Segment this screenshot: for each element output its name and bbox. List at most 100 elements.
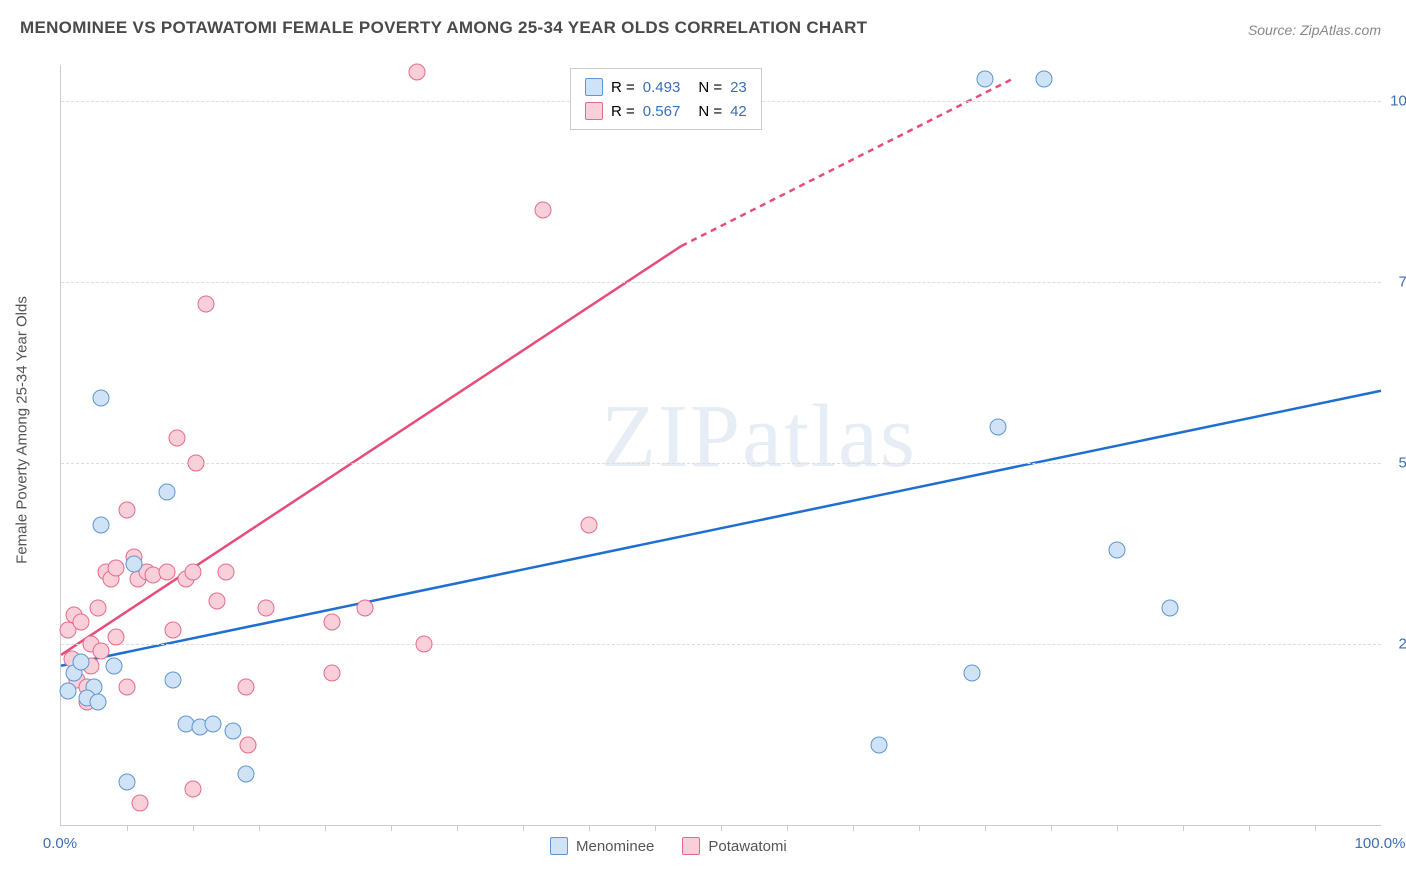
x-minor-tick xyxy=(1051,825,1052,831)
scatter-point xyxy=(409,64,426,81)
scatter-point xyxy=(165,672,182,689)
scatter-point xyxy=(237,766,254,783)
scatter-point xyxy=(416,636,433,653)
scatter-point xyxy=(89,599,106,616)
legend-r-label: R = xyxy=(611,103,635,120)
legend-item-potawatomi: Potawatomi xyxy=(682,837,786,855)
x-tick-label: 100.0% xyxy=(1355,835,1406,852)
x-minor-tick xyxy=(391,825,392,831)
legend-item-menominee: Menominee xyxy=(550,837,654,855)
scatter-point xyxy=(187,455,204,472)
swatch-potawatomi xyxy=(682,837,700,855)
legend-correlation: R = 0.493 N = 23 R = 0.567 N = 42 xyxy=(570,68,762,130)
gridline-h xyxy=(61,463,1381,464)
scatter-point xyxy=(119,773,136,790)
x-minor-tick xyxy=(127,825,128,831)
scatter-point xyxy=(158,563,175,580)
scatter-point xyxy=(323,665,340,682)
y-tick-label: 75.0% xyxy=(1398,274,1406,291)
scatter-point xyxy=(158,484,175,501)
x-minor-tick xyxy=(589,825,590,831)
x-minor-tick xyxy=(1117,825,1118,831)
y-tick-label: 25.0% xyxy=(1398,636,1406,653)
y-tick-label: 50.0% xyxy=(1398,455,1406,472)
x-minor-tick xyxy=(457,825,458,831)
chart-title: MENOMINEE VS POTAWATOMI FEMALE POVERTY A… xyxy=(20,18,867,38)
scatter-point xyxy=(108,560,125,577)
legend-r-label: R = xyxy=(611,79,635,96)
x-minor-tick xyxy=(985,825,986,831)
swatch-menominee xyxy=(585,78,603,96)
scatter-point xyxy=(534,201,551,218)
scatter-point xyxy=(72,614,89,631)
scatter-point xyxy=(1109,541,1126,558)
legend-label-potawatomi: Potawatomi xyxy=(708,838,786,855)
scatter-point xyxy=(240,737,257,754)
scatter-point xyxy=(92,516,109,533)
trend-lines xyxy=(61,65,1381,825)
scatter-point xyxy=(119,679,136,696)
swatch-menominee xyxy=(550,837,568,855)
legend-series: Menominee Potawatomi xyxy=(550,837,787,855)
x-minor-tick xyxy=(193,825,194,831)
legend-n-label: N = xyxy=(698,79,722,96)
watermark: ZIPatlas xyxy=(601,385,917,488)
scatter-point xyxy=(204,715,221,732)
x-minor-tick xyxy=(655,825,656,831)
scatter-point xyxy=(1036,71,1053,88)
scatter-point xyxy=(165,621,182,638)
x-minor-tick xyxy=(1315,825,1316,831)
legend-n-menominee: 23 xyxy=(730,79,747,96)
legend-row-potawatomi: R = 0.567 N = 42 xyxy=(585,99,747,123)
legend-r-menominee: 0.493 xyxy=(643,79,681,96)
gridline-h xyxy=(61,644,1381,645)
scatter-point xyxy=(963,665,980,682)
plot-area: ZIPatlas 25.0%50.0%75.0%100.0% xyxy=(60,65,1381,826)
x-minor-tick xyxy=(721,825,722,831)
scatter-point xyxy=(871,737,888,754)
scatter-point xyxy=(169,429,186,446)
scatter-point xyxy=(323,614,340,631)
scatter-point xyxy=(1161,599,1178,616)
gridline-h xyxy=(61,282,1381,283)
x-minor-tick xyxy=(325,825,326,831)
scatter-point xyxy=(581,516,598,533)
scatter-point xyxy=(185,780,202,797)
scatter-point xyxy=(237,679,254,696)
x-minor-tick xyxy=(853,825,854,831)
x-tick-label: 0.0% xyxy=(43,835,77,852)
legend-n-label: N = xyxy=(698,103,722,120)
x-minor-tick xyxy=(1249,825,1250,831)
scatter-point xyxy=(72,654,89,671)
scatter-point xyxy=(990,418,1007,435)
scatter-point xyxy=(185,563,202,580)
x-minor-tick xyxy=(523,825,524,831)
scatter-point xyxy=(198,295,215,312)
swatch-potawatomi xyxy=(585,102,603,120)
scatter-point xyxy=(59,683,76,700)
scatter-point xyxy=(977,71,994,88)
scatter-point xyxy=(105,657,122,674)
legend-row-menominee: R = 0.493 N = 23 xyxy=(585,75,747,99)
scatter-point xyxy=(92,643,109,660)
y-axis-label: Female Poverty Among 25-34 Year Olds xyxy=(14,296,31,564)
x-minor-tick xyxy=(919,825,920,831)
legend-r-potawatomi: 0.567 xyxy=(643,103,681,120)
legend-n-potawatomi: 42 xyxy=(730,103,747,120)
x-minor-tick xyxy=(787,825,788,831)
scatter-point xyxy=(89,693,106,710)
x-minor-tick xyxy=(259,825,260,831)
scatter-point xyxy=(257,599,274,616)
source-label: Source: ZipAtlas.com xyxy=(1248,22,1381,38)
legend-label-menominee: Menominee xyxy=(576,838,654,855)
scatter-point xyxy=(92,389,109,406)
y-tick-label: 100.0% xyxy=(1390,93,1406,110)
scatter-point xyxy=(125,556,142,573)
scatter-point xyxy=(132,795,149,812)
scatter-point xyxy=(224,722,241,739)
scatter-point xyxy=(108,628,125,645)
scatter-point xyxy=(356,599,373,616)
x-minor-tick xyxy=(1183,825,1184,831)
scatter-point xyxy=(119,502,136,519)
scatter-point xyxy=(208,592,225,609)
